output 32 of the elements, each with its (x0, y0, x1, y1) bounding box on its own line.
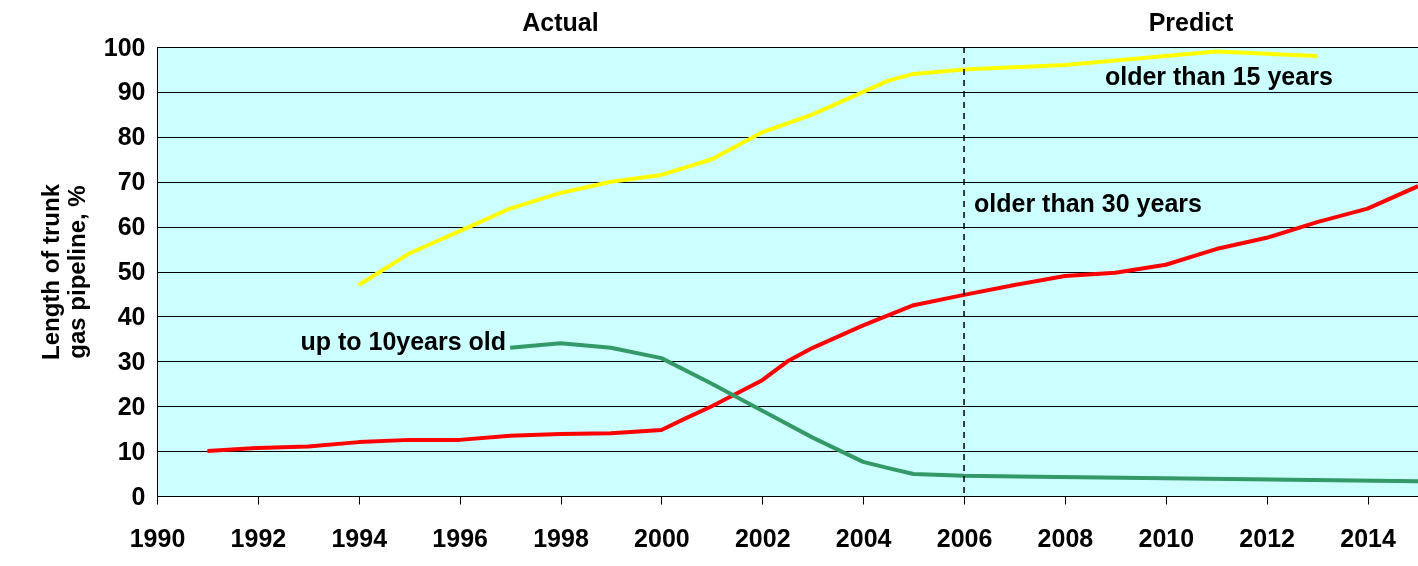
y-tick-label: 30 (117, 346, 146, 375)
x-tick-label: 1992 (230, 523, 287, 552)
x-tick-label: 2010 (1138, 523, 1195, 552)
y-tick-label: 100 (103, 32, 146, 61)
y-tick-label: 10 (117, 436, 146, 465)
series-label: up to 10years old (300, 326, 507, 355)
x-tick-label: 2012 (1239, 523, 1295, 552)
line-series (508, 341, 1418, 484)
x-tick-label: 1998 (533, 523, 589, 552)
text: Actual (522, 8, 599, 36)
y-tick-label: 80 (117, 122, 146, 151)
x-tick-label: 2014 (1340, 523, 1396, 552)
x-tick-label: 1990 (129, 523, 186, 552)
x-tick-label: 2006 (936, 523, 993, 552)
x-tick-label: 1994 (331, 523, 388, 552)
series-label: older than 15 years (1104, 61, 1333, 90)
y-tick-label: 90 (117, 77, 146, 106)
y-tick-label: 0 (131, 481, 146, 510)
x-tick-label: 2004 (835, 523, 892, 552)
y-tick-label: 60 (117, 212, 146, 241)
x-tick-label: 1996 (432, 523, 488, 552)
y-tick-label: 70 (117, 167, 146, 196)
y-tick-label: 40 (117, 301, 146, 330)
y-tick-label: 50 (117, 257, 146, 285)
x-tick-label: 2008 (1037, 523, 1094, 552)
x-tick-label: 2000 (634, 523, 690, 552)
x-tick-label: 2002 (734, 523, 791, 552)
y-tick-label: 20 (117, 391, 146, 420)
line-series (205, 184, 1418, 454)
text: Predict (1148, 8, 1235, 36)
series-label: older than 30 years (974, 188, 1202, 217)
y-axis-title: Length of trunk gas pipeline, % (36, 183, 90, 360)
